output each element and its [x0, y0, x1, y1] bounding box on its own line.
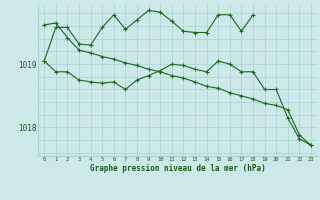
- X-axis label: Graphe pression niveau de la mer (hPa): Graphe pression niveau de la mer (hPa): [90, 164, 266, 173]
